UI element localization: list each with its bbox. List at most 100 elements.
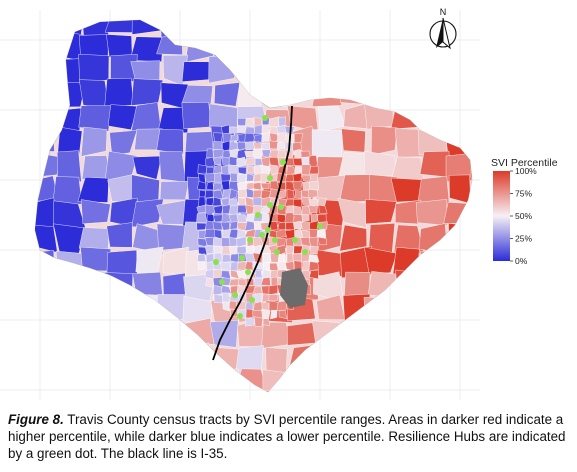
census-tract bbox=[468, 126, 472, 156]
census-tract bbox=[237, 204, 248, 214]
resilience-hub-dot bbox=[274, 249, 280, 255]
census-tract bbox=[308, 236, 319, 248]
census-tract bbox=[104, 77, 135, 108]
census-tract bbox=[389, 319, 422, 348]
census-tract bbox=[213, 294, 224, 304]
census-tract bbox=[228, 164, 240, 175]
census-tract bbox=[246, 173, 254, 182]
census-tract bbox=[315, 343, 342, 370]
census-tract bbox=[56, 275, 85, 303]
census-tract bbox=[221, 213, 231, 224]
resilience-hub-dot bbox=[267, 175, 273, 181]
census-tract bbox=[262, 318, 271, 326]
census-tract bbox=[196, 222, 208, 231]
resilience-hub-dot bbox=[247, 237, 253, 243]
census-tract bbox=[159, 20, 190, 38]
census-tract bbox=[421, 318, 448, 346]
census-tract bbox=[212, 214, 224, 223]
census-tract bbox=[254, 270, 263, 279]
census-tract bbox=[308, 254, 320, 264]
census-tract bbox=[35, 250, 55, 277]
census-tract bbox=[106, 222, 133, 248]
census-tract bbox=[276, 124, 288, 135]
census-tract bbox=[470, 346, 472, 374]
census-tract bbox=[260, 164, 271, 175]
resilience-hubs bbox=[213, 115, 323, 319]
census-tract bbox=[421, 55, 450, 84]
legend-tick-label: 25% bbox=[515, 234, 532, 244]
census-tract bbox=[35, 81, 56, 108]
census-tract bbox=[106, 249, 138, 277]
census-tract bbox=[237, 188, 248, 199]
census-tract bbox=[293, 220, 302, 230]
census-tract bbox=[337, 198, 368, 228]
census-tract bbox=[416, 107, 450, 131]
census-tract bbox=[212, 196, 222, 207]
resilience-hub-dot bbox=[262, 115, 268, 121]
census-tract bbox=[80, 199, 111, 225]
census-tract bbox=[292, 180, 303, 190]
census-tract bbox=[107, 104, 139, 131]
census-tract bbox=[228, 300, 237, 310]
resilience-hub-dot bbox=[232, 292, 238, 298]
census-tract bbox=[317, 236, 327, 246]
census-tract bbox=[363, 246, 398, 275]
census-tract bbox=[394, 297, 424, 325]
census-tract bbox=[286, 189, 295, 200]
census-tract bbox=[265, 347, 288, 374]
resilience-hub-dot bbox=[280, 159, 286, 165]
resilience-hub-dot bbox=[213, 259, 219, 265]
census-tract bbox=[288, 54, 314, 82]
census-tract bbox=[108, 367, 137, 392]
census-tract bbox=[181, 102, 213, 130]
census-tract bbox=[222, 292, 230, 303]
census-tract bbox=[269, 140, 279, 150]
census-tract bbox=[301, 214, 310, 223]
resilience-hub-dot bbox=[278, 204, 284, 210]
census-tract bbox=[254, 316, 263, 327]
census-tract bbox=[244, 158, 256, 166]
census-tract bbox=[474, 82, 500, 108]
census-tract bbox=[309, 269, 319, 280]
census-tract bbox=[340, 245, 372, 279]
census-tract bbox=[211, 368, 239, 392]
census-tract bbox=[131, 20, 164, 35]
census-tract bbox=[204, 245, 214, 255]
resilience-hub-dot bbox=[219, 279, 225, 285]
compass-needle-right-icon bbox=[442, 17, 451, 50]
census-tract bbox=[204, 204, 215, 214]
census-tract bbox=[205, 166, 214, 175]
census-tract bbox=[129, 293, 159, 327]
census-tract bbox=[260, 20, 288, 32]
resilience-hub-dot bbox=[302, 249, 308, 255]
census-tract bbox=[209, 320, 239, 348]
census-tract bbox=[469, 20, 472, 36]
census-tract bbox=[365, 346, 398, 372]
census-tract bbox=[312, 368, 342, 392]
legend-colorbar bbox=[493, 171, 510, 261]
census-tract bbox=[253, 285, 263, 295]
census-tract bbox=[446, 372, 472, 392]
census-tract bbox=[467, 29, 472, 62]
census-tract bbox=[252, 205, 264, 215]
census-tract bbox=[205, 197, 214, 206]
census-tract bbox=[416, 79, 448, 105]
caption-label: Figure 8. bbox=[8, 412, 64, 427]
census-tract bbox=[53, 294, 86, 325]
census-tract bbox=[221, 254, 231, 263]
census-tract bbox=[293, 198, 302, 208]
census-tract bbox=[276, 142, 285, 150]
census-tract bbox=[80, 365, 107, 392]
figure-caption: Figure 8. Travis County census tracts by… bbox=[8, 411, 570, 462]
census-tract bbox=[390, 177, 424, 203]
census-tract bbox=[278, 309, 288, 320]
resilience-hub-dot bbox=[237, 313, 243, 319]
census-tract bbox=[77, 273, 109, 298]
census-tract bbox=[446, 319, 472, 348]
census-tract bbox=[339, 78, 368, 105]
census-tract bbox=[300, 150, 311, 158]
legend-tick-label: 100% bbox=[515, 166, 537, 176]
census-tract bbox=[301, 205, 312, 216]
census-tract bbox=[395, 199, 422, 225]
census-tract bbox=[441, 270, 472, 299]
